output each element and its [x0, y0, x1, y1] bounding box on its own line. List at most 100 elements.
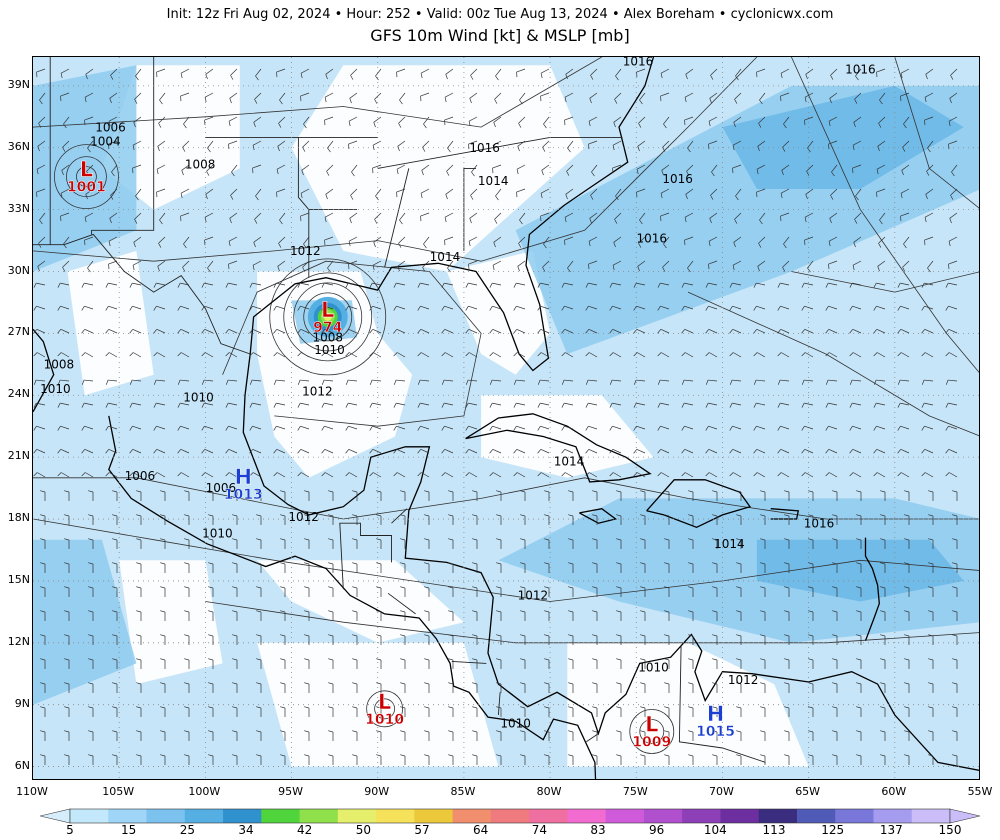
isobar-label: 1004 — [90, 135, 121, 149]
colorbar-swatch — [873, 809, 913, 823]
colorbar-swatch — [835, 809, 874, 823]
colorbar-tick-label: 5 — [66, 823, 74, 837]
isobar-label: 1008 — [185, 157, 216, 171]
colorbar-swatch — [452, 809, 492, 823]
colorbar-tick-label: 74 — [531, 823, 547, 837]
colorbar-swatch — [376, 809, 415, 823]
wind-barbs — [33, 68, 958, 765]
latitude-tick-label: 6N — [14, 758, 30, 772]
isobar-label: 1014 — [714, 537, 745, 551]
chart-title: GFS 10m Wind [kt] & MSLP [mb] — [370, 26, 630, 45]
colorbar-swatch — [108, 809, 148, 823]
isobar-label: 1012 — [518, 588, 549, 602]
isobar-label: 1012 — [288, 510, 319, 524]
longitude-tick-label: 55W — [967, 785, 993, 798]
isobar-label: 1012 — [290, 244, 321, 258]
colorbar-swatch — [758, 809, 798, 823]
longitude-tick-label: 85W — [450, 785, 476, 798]
colorbar-tick-label: 15 — [121, 823, 137, 837]
colorbar-tick-label: 104 — [703, 823, 727, 837]
longitude-tick-label: 60W — [881, 785, 907, 798]
center-pressure-value: 1001 — [67, 180, 106, 196]
colorbar-swatch — [490, 809, 530, 823]
isobar-label: 1014 — [478, 174, 509, 188]
center-pressure-value: 1010 — [365, 712, 404, 728]
latitude-tick-label: 9N — [14, 696, 30, 710]
center-letter: L — [321, 298, 334, 322]
lat-lon-grid — [33, 57, 979, 779]
isobar-label: 1010 — [314, 343, 345, 357]
colorbar-tick-label: 34 — [238, 823, 254, 837]
isobar-label: 1010 — [500, 716, 531, 730]
isobar-label: 1014 — [554, 454, 585, 468]
colorbar-swatch — [567, 809, 607, 823]
latitude-tick-label: 15N — [7, 572, 30, 586]
center-letter: L — [378, 690, 391, 714]
colorbar-swatch — [911, 809, 951, 823]
center-letter: L — [645, 712, 658, 736]
map-panel: 1016 1016 1006 1004 1008 1016 1014 1016 1016 1012… — [32, 56, 980, 780]
isobar-label: 1010 — [638, 661, 669, 675]
longitude-tick-label: 110W — [16, 785, 48, 798]
colorbar-tick-label: 83 — [590, 823, 606, 837]
isobar-label: 1016 — [845, 63, 876, 77]
colorbar-tick-label: 96 — [649, 823, 665, 837]
isobar-label: 1012 — [302, 384, 333, 398]
isobar-label: 1010 — [183, 390, 214, 404]
colorbar-tick-label: 113 — [762, 823, 786, 837]
colorbar-swatch — [184, 809, 224, 823]
latitude-tick-label: 18N — [7, 511, 30, 525]
isobar-label: 1016 — [623, 57, 654, 68]
isobar-label: 1012 — [728, 673, 759, 687]
longitude-tick-label: 75W — [622, 785, 648, 798]
latitude-tick-label: 36N — [7, 139, 30, 153]
colorbar-swatch — [414, 809, 454, 823]
isobar-label: 1006 — [95, 120, 126, 134]
colorbar-swatch — [682, 809, 721, 823]
colorbar-tick-label: 125 — [821, 823, 845, 837]
isobar-label: 1006 — [206, 481, 237, 495]
center-pressure-value: 1013 — [224, 487, 263, 503]
isobar-label: 1010 — [202, 527, 233, 541]
longitude-tick-label: 105W — [102, 785, 135, 798]
center-letter: H — [234, 465, 252, 489]
colorbar-tick-label: 50 — [355, 823, 371, 837]
coastlines — [33, 57, 979, 779]
isobar-label: 1016 — [804, 516, 835, 530]
latitude-tick-label: 27N — [7, 325, 30, 339]
isobar-label: 1006 — [125, 469, 156, 483]
center-letter: L — [80, 158, 93, 182]
center-pressure-value: 1015 — [696, 724, 735, 740]
longitude-tick-label: 95W — [278, 785, 303, 798]
colorbar-swatch — [720, 809, 760, 823]
center-pressure-value: 974 — [313, 320, 342, 336]
latitude-tick-label: 33N — [7, 201, 30, 215]
colorbar-swatch — [605, 809, 645, 823]
colorbar-swatch — [223, 809, 262, 823]
latitude-tick-label: 30N — [7, 263, 30, 277]
center-letter: H — [707, 702, 725, 726]
isobar-label: 1010 — [40, 382, 71, 396]
longitude-tick-label: 100W — [188, 785, 221, 798]
colorbar-swatch — [337, 809, 377, 823]
colorbar-tick-label: 150 — [938, 823, 962, 837]
longitude-tick-label: 70W — [709, 785, 734, 798]
longitude-tick-label: 65W — [795, 785, 821, 798]
colorbar-swatch — [70, 809, 109, 823]
colorbar-swatch — [299, 809, 339, 823]
isobar-label: 1016 — [637, 232, 668, 246]
colorbar-tick-label: 57 — [414, 823, 430, 837]
latitude-tick-label: 39N — [7, 77, 30, 91]
wind-speed-colorbar — [40, 808, 980, 824]
colorbar-tick-label: 25 — [179, 823, 195, 837]
wind-speed-shading — [33, 57, 979, 779]
center-pressure-value: 1009 — [632, 734, 671, 750]
colorbar-swatch — [643, 809, 683, 823]
isobar-label: 1016 — [469, 141, 500, 155]
